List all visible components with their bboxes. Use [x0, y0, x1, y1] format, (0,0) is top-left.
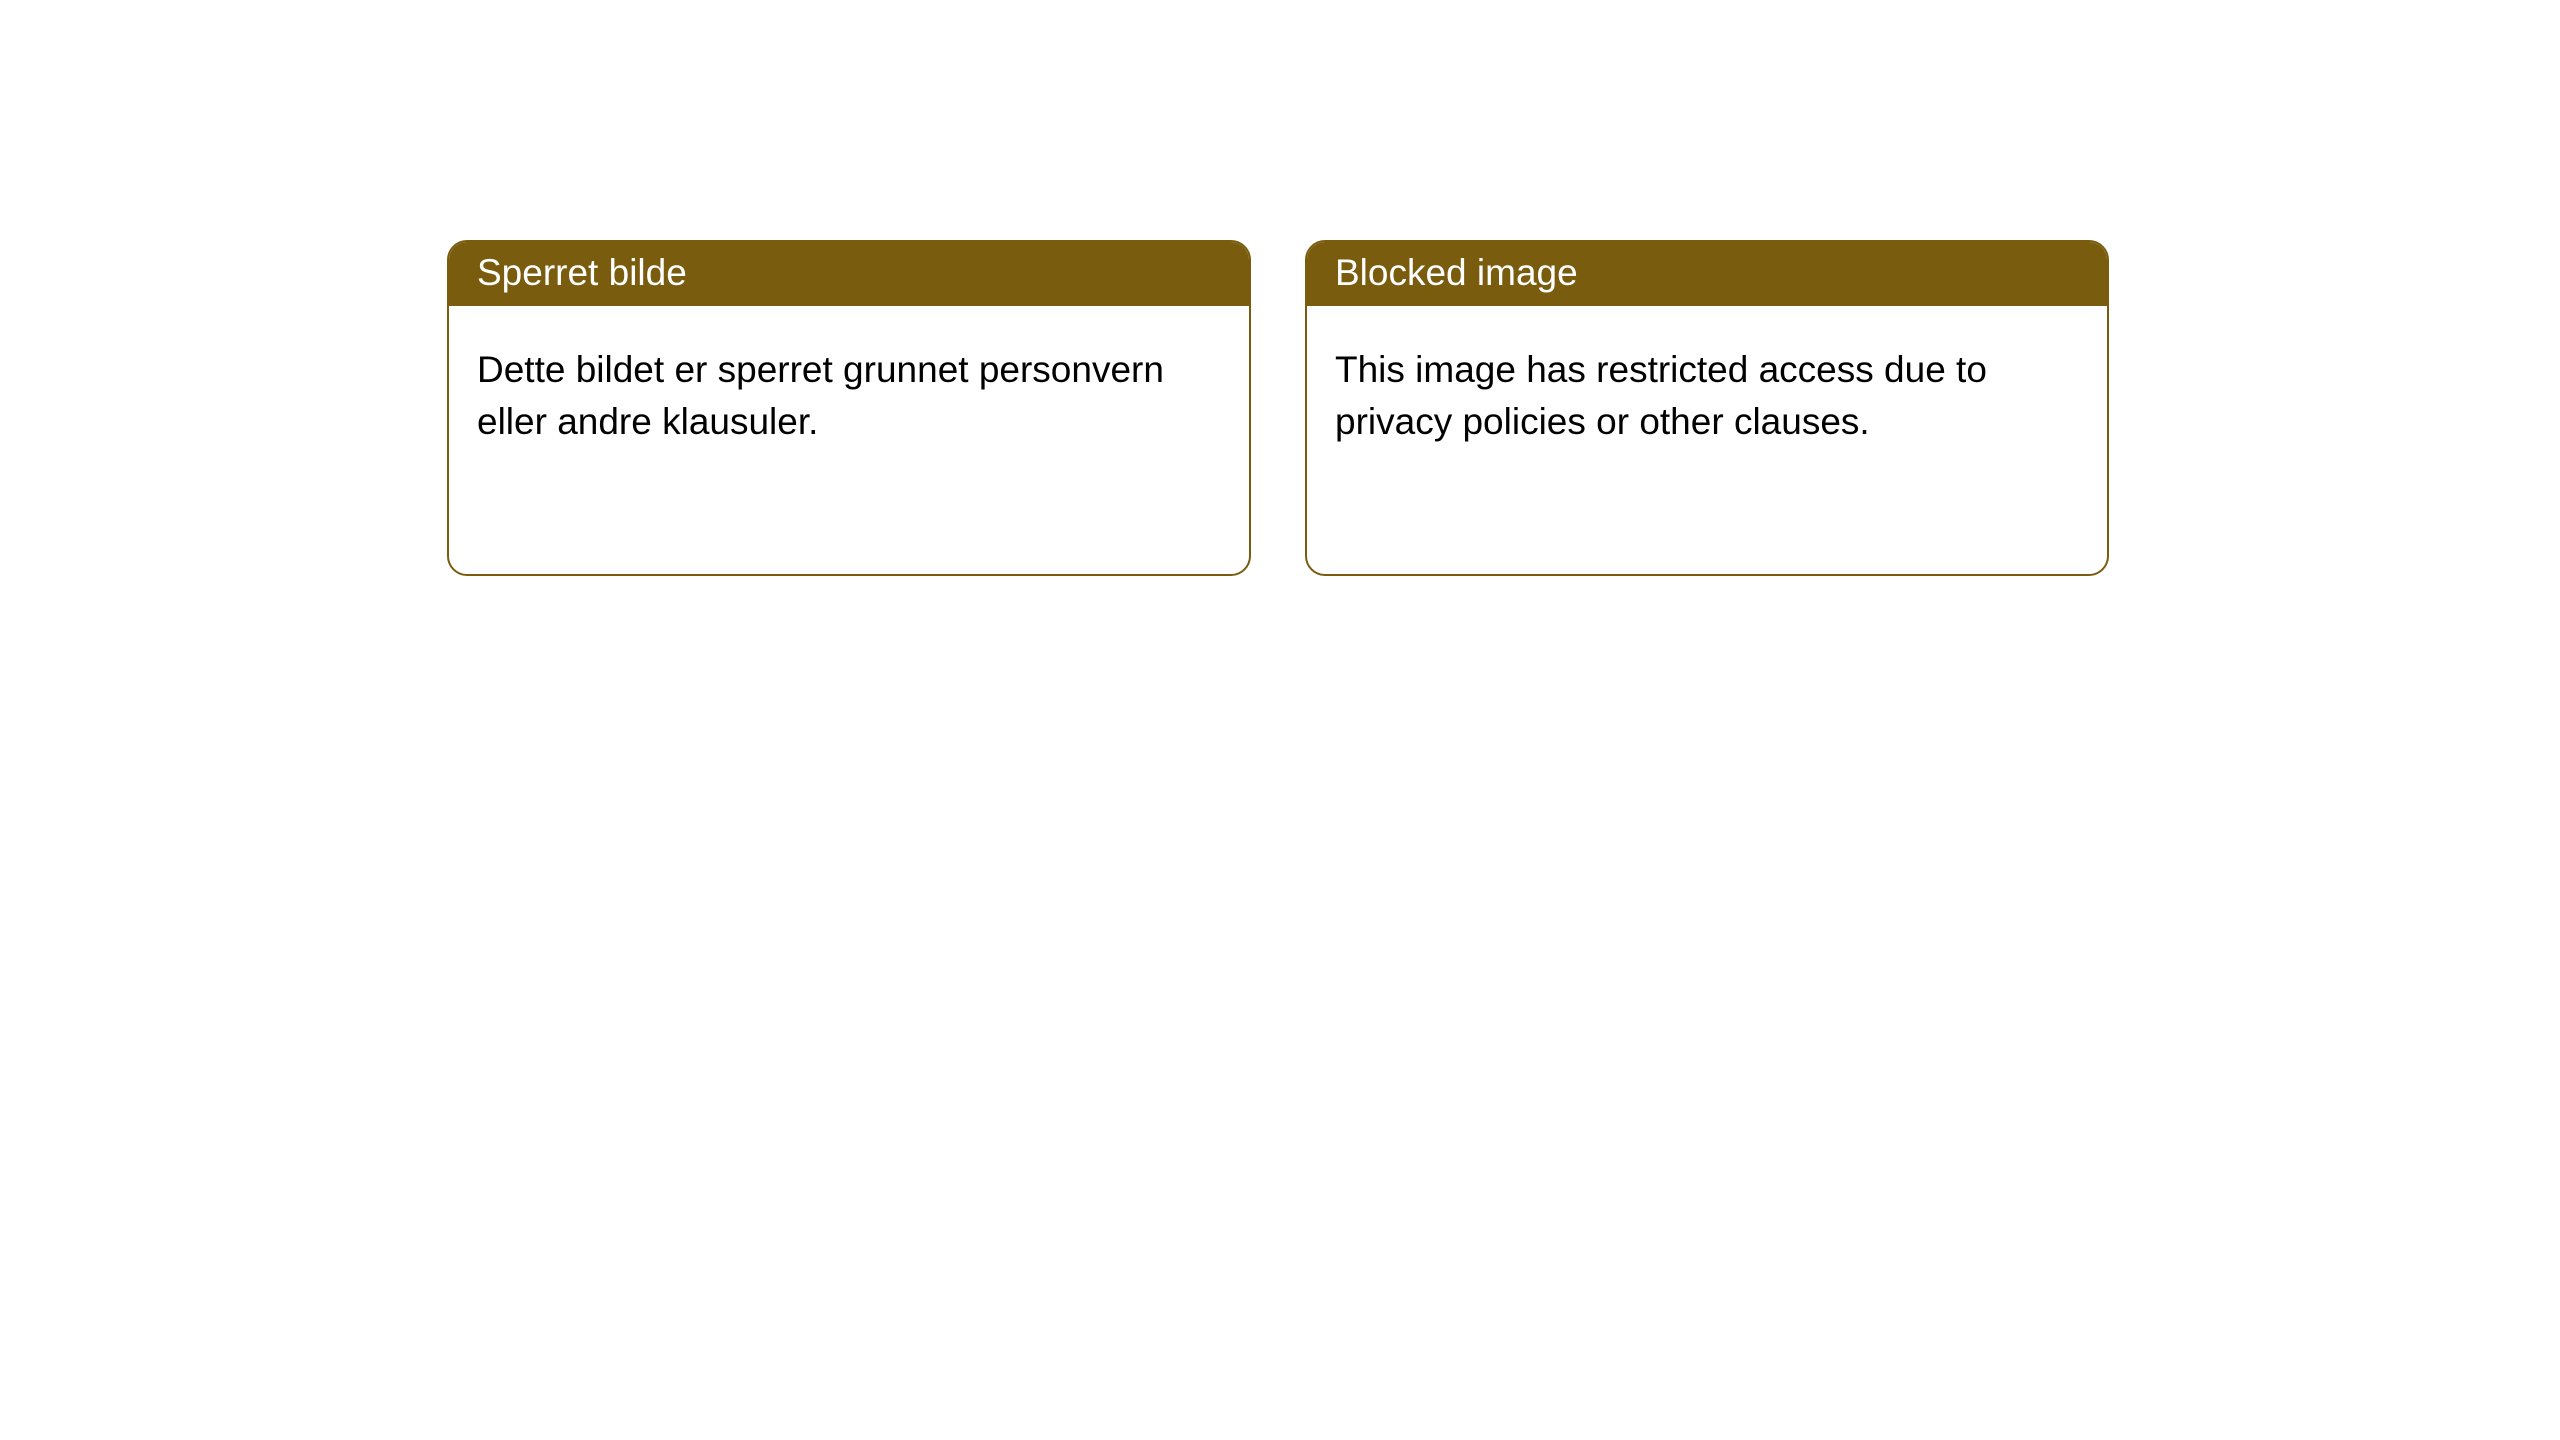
cards-container: Sperret bilde Dette bildet er sperret gr… — [0, 0, 2560, 576]
card-body-text: This image has restricted access due to … — [1335, 349, 1987, 442]
card-title: Sperret bilde — [477, 252, 687, 293]
card-body: This image has restricted access due to … — [1307, 306, 2107, 476]
card-body-text: Dette bildet er sperret grunnet personve… — [477, 349, 1164, 442]
card-header: Sperret bilde — [449, 242, 1249, 306]
card-title: Blocked image — [1335, 252, 1578, 293]
card-body: Dette bildet er sperret grunnet personve… — [449, 306, 1249, 476]
blocked-image-card-en: Blocked image This image has restricted … — [1305, 240, 2109, 576]
card-header: Blocked image — [1307, 242, 2107, 306]
blocked-image-card-no: Sperret bilde Dette bildet er sperret gr… — [447, 240, 1251, 576]
